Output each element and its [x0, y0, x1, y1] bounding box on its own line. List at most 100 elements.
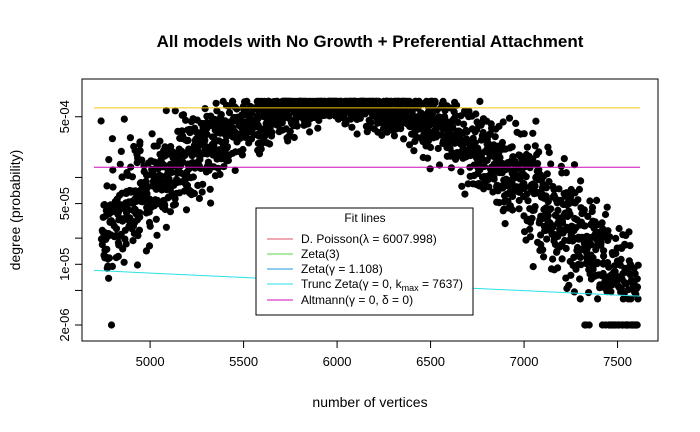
- x-axis-label: number of vertices: [312, 394, 427, 410]
- data-point: [515, 205, 523, 213]
- data-point: [531, 182, 539, 190]
- data-point: [580, 206, 588, 214]
- data-point: [206, 185, 214, 193]
- data-point: [476, 97, 484, 105]
- data-point: [186, 129, 194, 137]
- data-point: [554, 232, 562, 240]
- data-point: [356, 114, 364, 122]
- data-point: [460, 120, 468, 128]
- x-tick-label: 5500: [229, 354, 258, 369]
- data-point: [166, 208, 174, 216]
- data-point: [306, 128, 314, 136]
- data-point: [109, 183, 117, 191]
- data-point: [567, 271, 575, 279]
- data-point: [593, 196, 601, 204]
- data-point: [479, 128, 487, 137]
- data-point: [449, 124, 457, 132]
- data-point: [103, 245, 111, 253]
- data-point: [529, 129, 537, 137]
- y-tick-label: 1e-05: [57, 248, 72, 281]
- data-point: [619, 295, 627, 303]
- legend-entry-trunc-zeta-sub: max: [402, 283, 420, 293]
- data-point: [153, 231, 161, 239]
- data-point: [107, 321, 116, 329]
- data-point: [148, 130, 156, 138]
- data-point: [562, 244, 570, 253]
- data-point: [634, 261, 642, 269]
- data-point: [581, 222, 589, 230]
- data-point: [454, 118, 462, 126]
- data-point: [108, 262, 116, 270]
- data-point: [554, 206, 562, 214]
- data-point: [521, 183, 529, 191]
- data-point: [195, 194, 203, 203]
- data-point: [164, 175, 172, 183]
- data-point: [586, 197, 594, 205]
- data-point: [199, 180, 207, 188]
- data-point: [605, 263, 613, 271]
- data-point: [501, 220, 509, 228]
- data-point: [146, 222, 154, 230]
- data-point: [162, 107, 170, 115]
- data-point: [544, 198, 552, 206]
- data-point: [410, 147, 418, 155]
- data-point: [534, 160, 542, 168]
- legend-entry-zeta3: Zeta(3): [301, 247, 340, 261]
- data-point: [547, 160, 555, 168]
- data-point: [471, 139, 479, 147]
- data-point: [112, 225, 121, 233]
- data-point: [577, 177, 585, 185]
- data-point: [268, 128, 276, 136]
- data-point: [612, 234, 620, 242]
- data-point: [378, 131, 386, 139]
- data-point: [576, 253, 585, 261]
- data-point: [604, 227, 612, 235]
- data-point: [434, 144, 442, 153]
- data-point: [238, 151, 246, 159]
- data-point: [100, 201, 108, 209]
- x-tick-label: 7500: [603, 354, 632, 369]
- data-point: [109, 166, 117, 174]
- data-point: [114, 252, 122, 260]
- data-point: [216, 170, 224, 178]
- data-point: [118, 173, 126, 181]
- data-point: [634, 295, 642, 303]
- data-point: [126, 134, 134, 142]
- data-point: [565, 281, 573, 289]
- x-axis: 5000 5500 6000 6500 7000 7500: [136, 340, 632, 369]
- y-tick-label: 5e-05: [57, 187, 72, 220]
- data-point: [128, 173, 136, 181]
- data-point: [225, 109, 234, 117]
- data-point: [480, 162, 489, 171]
- data-point: [585, 321, 593, 329]
- data-point: [224, 156, 232, 165]
- data-point: [168, 168, 176, 176]
- x-tick-label: 7000: [510, 354, 539, 369]
- data-point: [260, 133, 269, 141]
- data-point: [390, 132, 398, 140]
- data-point: [532, 117, 540, 125]
- data-point: [367, 118, 375, 127]
- data-point: [201, 105, 209, 113]
- data-point: [353, 130, 361, 138]
- data-point: [597, 241, 605, 249]
- data-point: [105, 156, 113, 164]
- data-point: [588, 207, 596, 216]
- data-point: [286, 127, 294, 136]
- data-point: [593, 260, 601, 268]
- data-point: [411, 137, 419, 145]
- data-point: [157, 172, 165, 180]
- data-point: [198, 188, 206, 196]
- data-point: [152, 215, 160, 223]
- data-point: [160, 199, 168, 207]
- data-point: [491, 133, 499, 141]
- data-point: [576, 275, 584, 283]
- data-point: [585, 289, 593, 297]
- data-point: [278, 119, 286, 127]
- data-point: [543, 170, 551, 178]
- data-point: [560, 155, 568, 163]
- data-point: [549, 255, 557, 263]
- legend-entry-trunc-zeta-post: = 7637): [419, 277, 463, 291]
- data-point: [545, 178, 553, 186]
